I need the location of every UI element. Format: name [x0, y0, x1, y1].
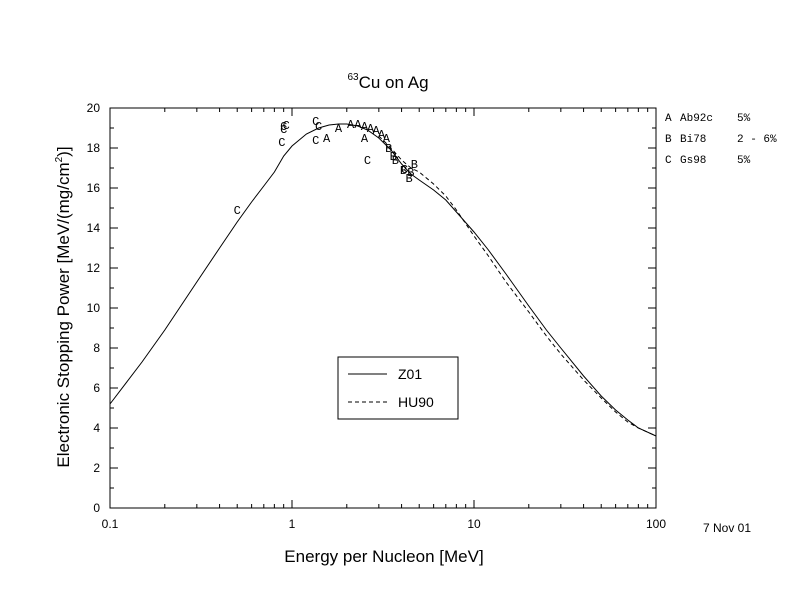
data-point-c: C — [278, 136, 285, 150]
y-tick-label: 20 — [87, 101, 101, 115]
y-tick-label: 8 — [93, 341, 100, 355]
chart-title-superscript: 63 — [347, 72, 359, 83]
data-point-a: A — [367, 122, 375, 136]
dataset-key-row-b: B Bi78 2 - 6% — [665, 134, 777, 146]
tick-labels: 0.1 1 10 100 0 2 4 6 8 10 12 14 16 18 20 — [87, 101, 667, 531]
data-point-a: A — [323, 132, 331, 146]
legend-label-z01: Z01 — [398, 366, 422, 382]
y-tick-label: 12 — [87, 261, 101, 275]
data-point-c: C — [312, 134, 319, 148]
data-point-c: C — [401, 163, 408, 177]
axis-ticks — [109, 107, 657, 509]
data-point-a: A — [347, 118, 355, 132]
data-point-a: A — [383, 132, 391, 146]
data-point-c: C — [315, 120, 322, 134]
dataset-key-row-a: A Ab92c 5% — [665, 113, 751, 125]
y-axis-title: Electronic Stopping Power [MeV/(mg/cm2)] — [54, 146, 73, 467]
chart-title-main: Cu on Ag — [359, 73, 429, 92]
legend: Z01 HU90 — [337, 356, 459, 420]
plot-frame — [109, 107, 657, 509]
x-axis-title: Energy per Nucleon [MeV] — [284, 547, 483, 566]
dataset-key-letter-a: A — [665, 113, 672, 125]
legend-box — [337, 356, 459, 420]
data-point-c: C — [364, 154, 371, 168]
data-point-a: A — [335, 122, 343, 136]
dataset-key: A Ab92c 5% B Bi78 2 - 6% C Gs98 5% — [665, 113, 777, 167]
data-point-c: C — [312, 115, 319, 129]
data-point-b: B — [392, 154, 399, 168]
data-point-a: A — [354, 118, 362, 132]
dataset-key-row-c: C Gs98 5% — [665, 155, 751, 167]
dataset-key-uncert-c: 5% — [737, 155, 751, 167]
data-point-a: A — [378, 128, 386, 142]
x-tick-label: 0.1 — [102, 517, 119, 531]
data-point-c: C — [280, 123, 287, 137]
chart-title: 63Cu on Ag — [347, 72, 428, 92]
data-point-b: B — [411, 158, 418, 172]
x-tick-label: 100 — [646, 517, 666, 531]
data-point-a: A — [373, 124, 381, 138]
dataset-key-label-c: Gs98 — [680, 155, 706, 167]
y-tick-label: 4 — [93, 421, 100, 435]
data-point-c: C — [280, 120, 287, 134]
y-tick-label: 6 — [93, 381, 100, 395]
x-tick-label: 1 — [289, 517, 296, 531]
y-axis-title-main: Electronic Stopping Power [MeV/(mg/cm — [54, 162, 73, 467]
y-tick-label: 18 — [87, 141, 101, 155]
dataset-key-letter-b: B — [665, 134, 672, 146]
y-tick-label: 10 — [87, 301, 101, 315]
y-tick-label: 2 — [93, 461, 100, 475]
data-point-b: B — [385, 142, 392, 156]
dataset-key-uncert-b: 2 - 6% — [737, 134, 777, 146]
data-point-a: A — [361, 120, 369, 134]
y-tick-label: 16 — [87, 181, 101, 195]
data-point-b: B — [407, 166, 414, 180]
data-point-a: A — [361, 132, 369, 146]
date-stamp: 7 Nov 01 — [703, 521, 751, 535]
y-tick-label: 14 — [87, 221, 101, 235]
legend-label-hu90: HU90 — [398, 394, 434, 410]
data-point-b: B — [400, 164, 407, 178]
dataset-key-label-b: Bi78 — [680, 134, 706, 146]
series-lines — [109, 123, 657, 437]
y-axis-title-superscript: 2 — [54, 156, 65, 162]
dataset-key-uncert-a: 5% — [737, 113, 751, 125]
dataset-key-label-a: Ab92c — [680, 113, 713, 125]
x-tick-label: 10 — [467, 517, 481, 531]
data-point-b: B — [406, 172, 413, 186]
y-tick-label: 0 — [93, 501, 100, 515]
data-point-c: C — [283, 119, 290, 133]
data-point-c: C — [234, 204, 241, 218]
y-axis-title-end: )] — [54, 146, 73, 156]
dataset-key-letter-c: C — [665, 155, 672, 167]
series-line-z01 — [109, 123, 657, 437]
data-point-b: B — [390, 150, 397, 164]
